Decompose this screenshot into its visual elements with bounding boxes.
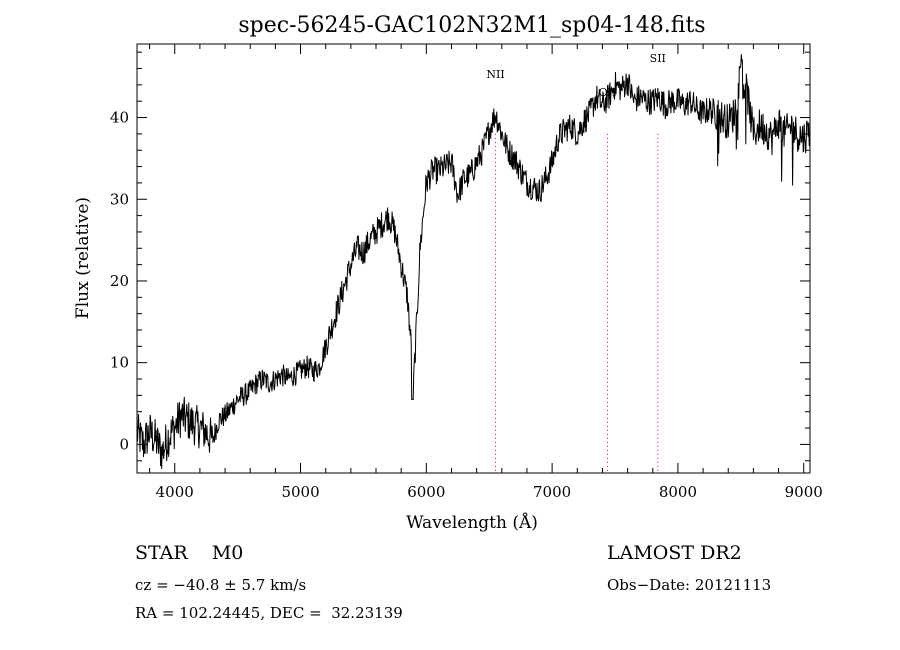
emission-line-label: SII: [650, 52, 666, 65]
axis-ticks: 4000 5000 6000 7000 8000 9000 0 10 20 30 40: [110, 44, 823, 501]
x-tick-label: 5000: [281, 483, 319, 501]
survey-name: LAMOST DR2: [607, 542, 742, 564]
x-tick-label: 6000: [407, 483, 445, 501]
chart-title: spec-56245-GAC102N32M1_sp04-148.fits: [238, 13, 705, 38]
x-tick-label: 9000: [785, 483, 823, 501]
y-tick-label: 0: [119, 435, 129, 453]
y-tick-label: 40: [110, 109, 129, 127]
x-axis-label: Wavelength (Å): [406, 512, 538, 533]
observation-date: Obs−Date: 20121113: [607, 576, 772, 594]
emission-line-label: NII: [486, 68, 504, 81]
redshift-velocity: cz = −40.8 ± 5.7 km/s: [135, 576, 307, 594]
y-axis-label: Flux (relative): [73, 197, 93, 319]
spectrum-line: [136, 54, 811, 469]
plot-frame: [136, 43, 811, 474]
x-tick-label: 8000: [659, 483, 697, 501]
y-tick-label: 30: [110, 190, 129, 208]
coordinates: RA = 102.24445, DEC = 32.23139: [135, 604, 403, 622]
object-type: STAR M0: [135, 542, 244, 564]
x-tick-label: 4000: [156, 483, 194, 501]
y-tick-label: 10: [110, 354, 129, 372]
y-tick-label: 20: [110, 272, 129, 290]
x-tick-label: 7000: [533, 483, 571, 501]
